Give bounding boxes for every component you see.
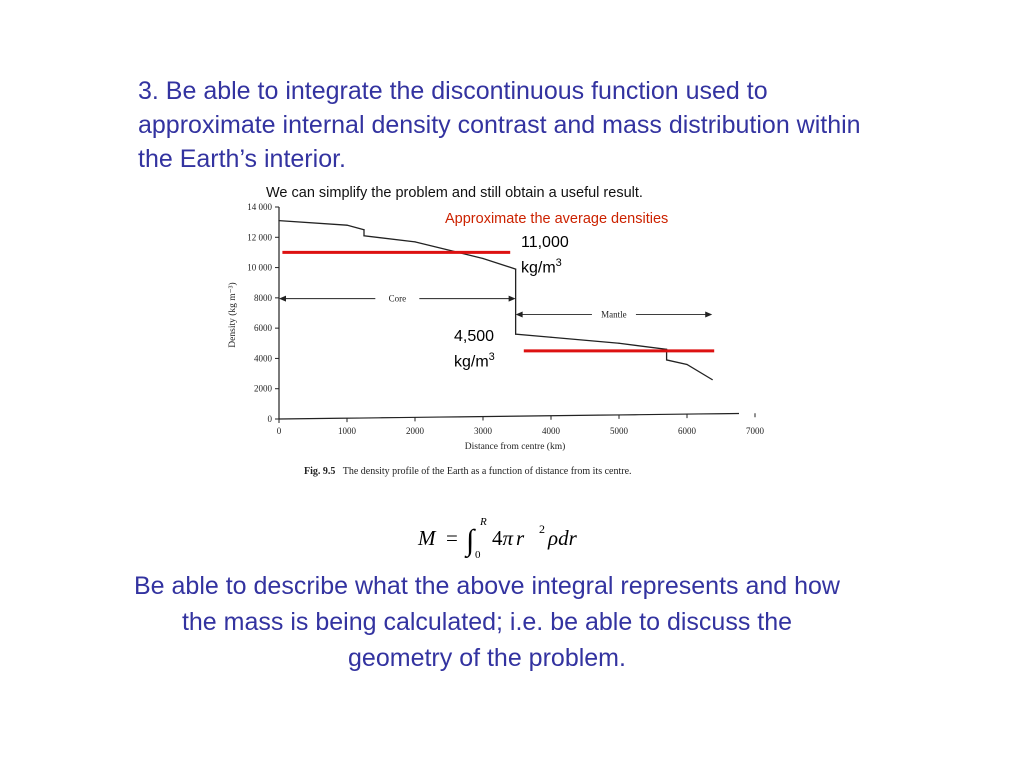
y-tick-label: 4000: [254, 353, 273, 363]
density-data-point: [278, 220, 280, 222]
density-data-point: [346, 224, 348, 226]
approximate-note: Approximate the average densities: [445, 211, 669, 227]
y-tick-label: 14 000: [247, 202, 272, 212]
y-tick-label: 0: [268, 414, 273, 424]
simplify-note: We can simplify the problem and still ob…: [266, 185, 643, 201]
annotation-label: Mantle: [601, 310, 627, 320]
core-average-value: 11,000: [521, 234, 569, 251]
density-data-point: [363, 235, 365, 237]
density-data-point: [482, 257, 484, 260]
x-tick-label: 0: [277, 426, 282, 436]
mantle-average-unit: kg/m3: [454, 351, 495, 371]
eq-integrand: 4π r: [492, 526, 525, 550]
density-data-point: [618, 342, 620, 344]
mantle-average-label: 4,500 kg/m3: [454, 326, 495, 372]
density-data-point: [550, 336, 552, 338]
annotation-arrow-right: [705, 311, 713, 318]
x-tick-label: 1000: [338, 426, 357, 436]
integral-instructions: Be able to describe what the above integ…: [133, 572, 840, 672]
x-tick-label: 2000: [406, 426, 425, 436]
density-data-point: [666, 359, 668, 361]
x-tick-label: 5000: [610, 426, 629, 436]
y-tick-label: 6000: [254, 323, 273, 333]
eq-equals: =: [446, 526, 458, 550]
chart-ticks: 0 2000 4000 6000 8000 10 000 12 000 14 000 0 1000…: [247, 202, 764, 436]
chart-series: [278, 219, 713, 381]
density-data-point: [363, 229, 365, 231]
chart-approximations: [282, 250, 715, 353]
y-tick-label: 2000: [254, 384, 273, 394]
density-data-point: [414, 241, 416, 243]
chart-caption-label: Fig. 9.5: [304, 466, 335, 477]
density-profile-line: [278, 219, 713, 381]
eq-lower-limit: 0: [475, 549, 481, 561]
chart-caption-text: The density profile of the Earth as a fu…: [343, 466, 632, 477]
chart-annotations: Core Mantle: [279, 294, 713, 320]
x-tick-label: 6000: [678, 426, 697, 436]
density-data-point: [666, 348, 668, 350]
core-average-unit: kg/m3: [521, 257, 562, 277]
x-tick-label: 3000: [474, 426, 493, 436]
annotation-arrow-right: [508, 295, 516, 302]
eq-integral-sign: ∫: [464, 524, 476, 559]
eq-upper-limit: R: [479, 516, 487, 528]
density-data-point: [515, 333, 517, 335]
chart-axes: [278, 207, 740, 420]
y-tick-label: 10 000: [247, 263, 272, 273]
density-data-point: [515, 268, 517, 270]
slide-heading: 3. Be able to integrate the discontinuou…: [138, 77, 861, 173]
density-data-point: [711, 379, 713, 381]
core-average-label: 11,000 kg/m3: [521, 232, 569, 278]
annotation-arrow-left: [515, 311, 523, 318]
y-tick-label: 12 000: [247, 232, 272, 242]
chart-xlabel: Distance from centre (km): [465, 441, 566, 452]
eq-power: 2: [539, 522, 545, 536]
chart-ylabel: Density (kg m⁻³): [227, 282, 238, 347]
annotation-arrow-left: [279, 295, 286, 302]
x-axis-line: [278, 412, 740, 420]
chart-caption: Fig. 9.5 The density profile of the Eart…: [304, 466, 632, 477]
x-tick-label: 7000: [746, 426, 765, 436]
x-tick-label: 4000: [542, 426, 561, 436]
mantle-average-value: 4,500: [454, 328, 495, 345]
density-data-point: [686, 363, 688, 366]
y-tick-label: 8000: [254, 293, 273, 303]
eq-lhs: M: [417, 526, 437, 550]
mass-integral-equation: M = ∫ R 0 4π r 2 ρdr: [417, 516, 578, 561]
annotation-label: Core: [389, 294, 407, 304]
eq-tail: ρdr: [547, 526, 578, 550]
